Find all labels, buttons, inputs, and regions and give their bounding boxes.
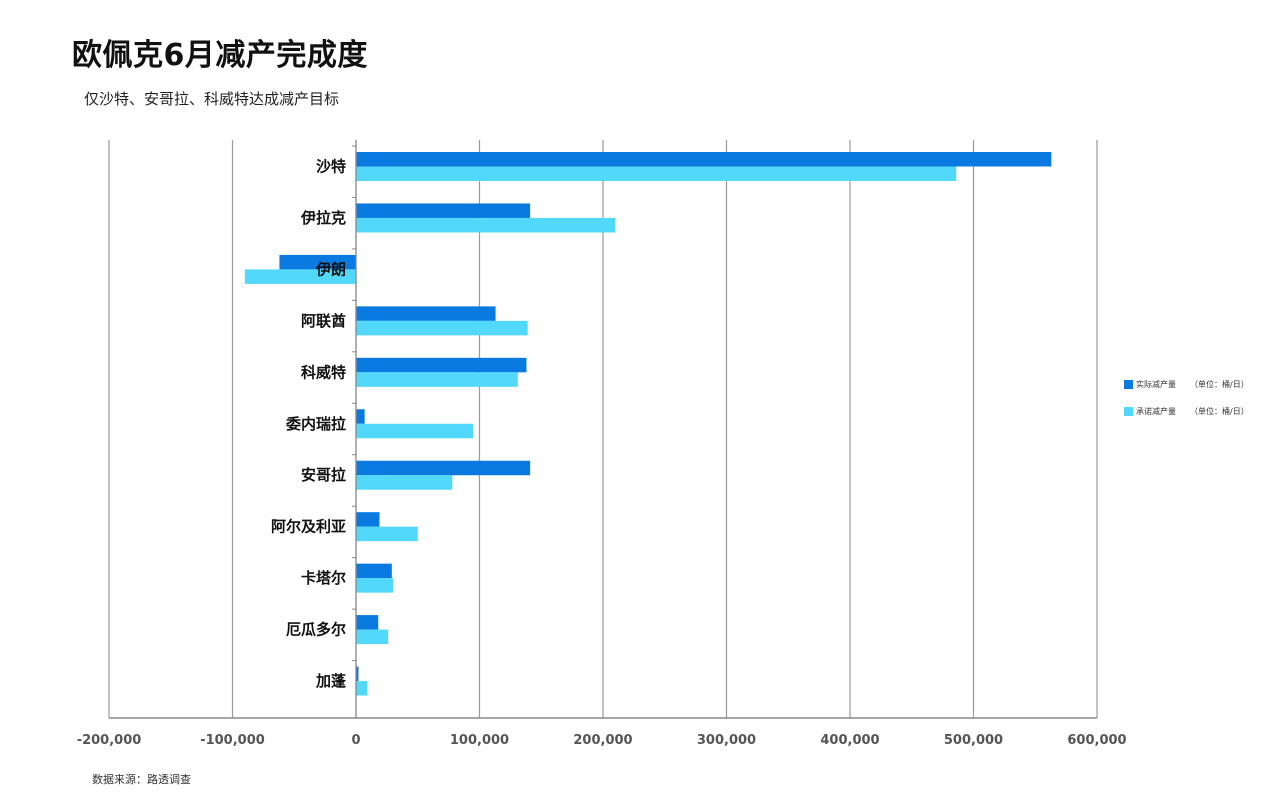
category-label-8: 卡塔尔: [301, 569, 346, 587]
category-label-1: 伊拉克: [300, 209, 346, 227]
bar-pledged-2: [244, 269, 356, 284]
legend-label-pledged: 承诺减产量: [1136, 407, 1176, 416]
bar-actual-3: [356, 306, 496, 321]
bar-actual-1: [356, 203, 531, 218]
bar-pledged-3: [356, 320, 528, 336]
legend-label-actual: 实际减产量: [1136, 380, 1176, 389]
x-tick-label-4: 200,000: [573, 733, 632, 748]
bar-actual-6: [356, 460, 531, 476]
chart-legend: 实际减产量 （单位：桶/日） 承诺减产量 （单位：桶/日）: [1124, 378, 1249, 432]
bar-actual-2: [279, 254, 356, 270]
bar-pledged-1: [356, 217, 616, 233]
data-source-note: 数据来源：路透调查: [92, 773, 191, 786]
bar-actual-0: [356, 152, 1052, 167]
category-label-4: 科威特: [301, 363, 346, 381]
bar-actual-5: [356, 409, 365, 424]
bar-pledged-0: [356, 166, 957, 181]
chart-title: 欧佩克6月减产完成度: [72, 38, 368, 73]
x-tick-label-5: 300,000: [697, 733, 756, 748]
category-label-10: 加蓬: [315, 672, 347, 690]
bar-pledged-8: [356, 578, 394, 593]
legend-item-actual[interactable]: 实际减产量 （单位：桶/日）: [1124, 378, 1249, 391]
legend-swatch-pledged: [1124, 407, 1133, 416]
bar-actual-7: [356, 512, 380, 527]
category-label-3: 阿联酋: [301, 312, 346, 330]
category-label-5: 委内瑞拉: [286, 415, 346, 433]
legend-unit-actual: （单位：桶/日）: [1190, 380, 1249, 389]
bar-actual-10: [356, 666, 359, 682]
x-tick-label-6: 400,000: [820, 733, 879, 748]
legend-swatch-actual: [1124, 380, 1133, 389]
x-tick-label-7: 500,000: [944, 733, 1003, 748]
bar-actual-4: [356, 357, 527, 373]
bar-pledged-10: [356, 681, 368, 696]
bar-pledged-4: [356, 372, 518, 387]
x-tick-label-0: -200,000: [77, 733, 142, 748]
legend-unit-pledged: （单位：桶/日）: [1190, 407, 1249, 416]
category-label-0: 沙特: [316, 158, 346, 176]
bar-pledged-6: [356, 475, 453, 490]
chart-subtitle: 仅沙特、安哥拉、科威特达成减产目标: [84, 90, 340, 108]
bar-actual-8: [356, 563, 392, 579]
category-label-7: 阿尔及利亚: [271, 518, 346, 536]
bar-actual-9: [356, 615, 379, 630]
category-label-2: 伊朗: [315, 260, 346, 278]
bar-pledged-5: [356, 423, 474, 439]
category-label-9: 厄瓜多尔: [286, 621, 346, 639]
x-tick-label-2: 0: [351, 733, 360, 748]
category-label-6: 安哥拉: [301, 466, 346, 484]
x-tick-label-8: 600,000: [1067, 733, 1126, 748]
bar-pledged-7: [356, 526, 418, 542]
x-tick-label-1: -100,000: [200, 733, 265, 748]
bar-pledged-9: [356, 629, 389, 645]
x-tick-label-3: 100,000: [450, 733, 509, 748]
legend-item-pledged[interactable]: 承诺减产量 （单位：桶/日）: [1124, 405, 1249, 418]
